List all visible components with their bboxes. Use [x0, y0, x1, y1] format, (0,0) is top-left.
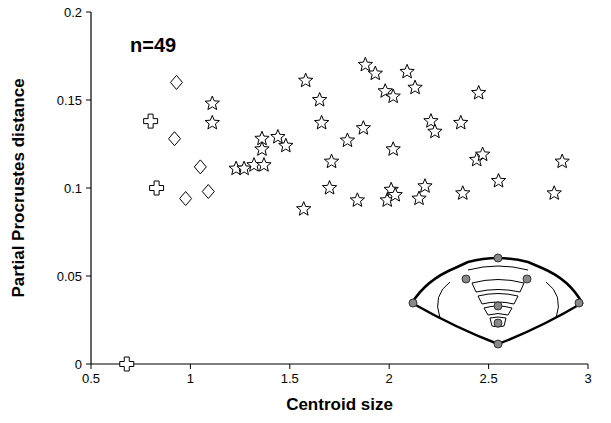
point-diamond	[194, 160, 206, 174]
point-star	[428, 124, 442, 138]
point-star	[299, 73, 313, 87]
x-tick	[190, 364, 191, 369]
inset-arc	[546, 282, 558, 318]
point-star	[408, 80, 422, 94]
y-tick-label: 0.05	[57, 269, 82, 284]
point-star	[279, 138, 293, 152]
inset-band	[490, 317, 506, 327]
point-cross	[120, 357, 134, 371]
point-star	[350, 193, 364, 207]
annotation: n=49	[130, 34, 176, 56]
chart: 0.5 1 1.5 2 2.5 3 0 0.05 0.1 0.15 0.2 Centroid size…	[0, 0, 611, 423]
y-tick-label: 0.1	[64, 181, 82, 196]
y-tick-label: 0.2	[64, 5, 82, 20]
point-diamond	[202, 185, 214, 199]
point-star	[324, 154, 338, 168]
point-star	[358, 57, 372, 71]
y-tick-label: 0.15	[57, 93, 82, 108]
inset-arc	[438, 282, 450, 318]
point-star	[456, 186, 470, 200]
point-cross	[150, 181, 164, 195]
point-star	[472, 85, 486, 99]
point-star	[356, 121, 370, 135]
inset-landmark	[494, 254, 502, 262]
point-star	[368, 66, 382, 80]
point-star	[412, 191, 426, 205]
x-tick-label: 1	[187, 371, 194, 386]
inset-outline	[412, 258, 582, 344]
x-tick	[389, 364, 390, 369]
x-tick-label: 0.5	[82, 371, 100, 386]
inset-band	[472, 280, 524, 293]
inset-landmark	[523, 275, 531, 283]
point-star	[314, 115, 328, 129]
x-tick-label: 2.5	[480, 371, 498, 386]
x-tick-label: 1.5	[281, 371, 299, 386]
point-star	[555, 154, 569, 168]
inset-line	[468, 266, 528, 270]
point-star	[454, 115, 468, 129]
point-star	[386, 142, 400, 156]
point-star	[386, 89, 400, 103]
point-star	[418, 179, 432, 193]
inset-diagram	[409, 254, 583, 348]
x-tick-label: 3	[584, 371, 591, 386]
x-tick	[289, 364, 290, 369]
x-tick	[91, 364, 92, 369]
point-star	[322, 181, 336, 195]
point-star	[257, 158, 271, 172]
x-tick-label: 2	[386, 371, 393, 386]
point-star	[205, 115, 219, 129]
inset-landmark	[494, 340, 502, 348]
x-tick	[588, 364, 589, 369]
y-tick	[86, 100, 91, 101]
y-axis-title: Partial Procrustes distance	[9, 78, 28, 297]
point-star	[312, 93, 326, 107]
inset-landmark	[494, 302, 502, 310]
point-star	[491, 173, 505, 187]
x-tick	[488, 364, 489, 369]
point-diamond	[170, 75, 182, 89]
point-diamond	[169, 132, 181, 146]
x-axis-title: Centroid size	[286, 395, 393, 414]
point-star	[400, 64, 414, 78]
point-star	[271, 129, 285, 143]
y-tick-label: 0	[75, 357, 82, 372]
inset-landmark	[409, 299, 417, 307]
point-star	[424, 114, 438, 128]
point-star	[547, 186, 561, 200]
y-tick	[86, 364, 91, 365]
y-tick	[86, 188, 91, 189]
inset-landmark	[575, 299, 583, 307]
point-star	[476, 147, 490, 161]
point-diamond	[180, 192, 192, 206]
point-star	[205, 96, 219, 110]
y-tick	[86, 12, 91, 13]
point-cross	[144, 114, 158, 128]
inset-landmark	[494, 319, 502, 327]
y-tick	[86, 276, 91, 277]
point-star	[255, 142, 269, 156]
points	[120, 57, 570, 371]
point-star	[340, 133, 354, 147]
x-axis	[91, 363, 588, 364]
point-star	[297, 202, 311, 216]
point-star	[388, 188, 402, 202]
inset-landmark	[462, 275, 470, 283]
